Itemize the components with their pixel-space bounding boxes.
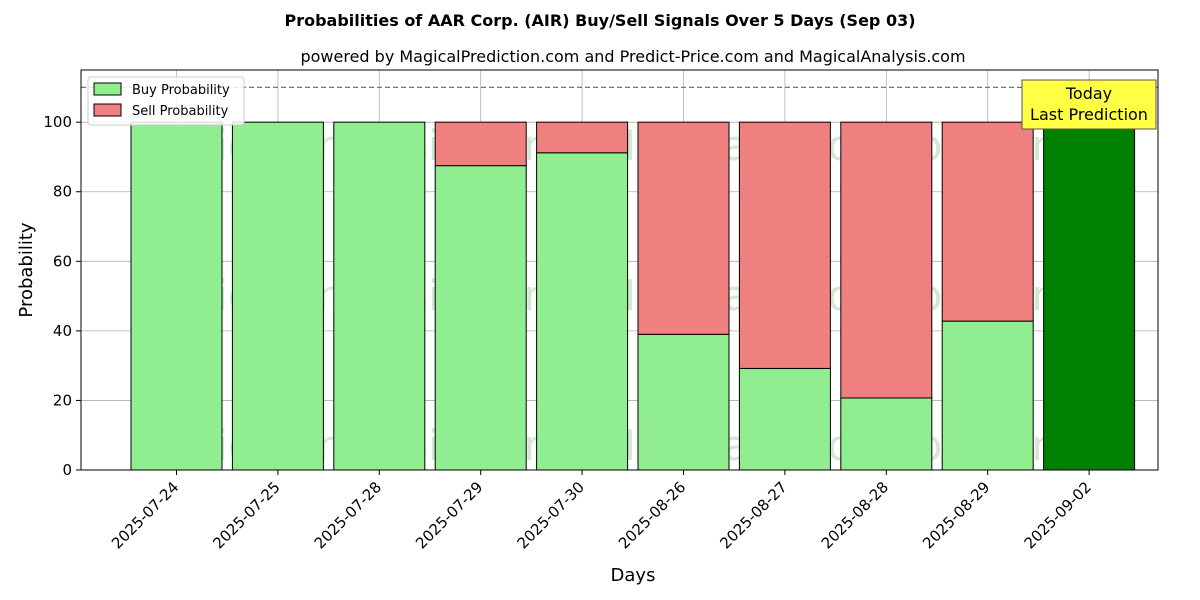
y-axis-ticks: 0 20 40 60 80 100 bbox=[43, 113, 81, 479]
chart-title: Probabilities of AAR Corp. (AIR) Buy/Sel… bbox=[284, 11, 915, 30]
annotation-line-1: Today bbox=[1065, 84, 1112, 103]
bar-buy-2025-08-27 bbox=[738, 367, 831, 471]
y-tick-label: 40 bbox=[53, 322, 72, 340]
bar-buy-2025-09-02 bbox=[1043, 121, 1136, 471]
y-tick-label: 60 bbox=[53, 252, 72, 270]
legend-swatch-sell bbox=[93, 103, 122, 117]
legend: Buy Probability Sell Probability bbox=[87, 76, 245, 126]
bar-sell-2025-08-27 bbox=[738, 121, 831, 369]
bars bbox=[130, 121, 1136, 471]
legend-swatch-buy bbox=[93, 82, 122, 96]
bar-sell-2025-08-28 bbox=[840, 121, 933, 399]
x-axis-label: Days bbox=[611, 565, 656, 586]
y-tick-label: 100 bbox=[43, 113, 72, 131]
bar-buy-2025-07-29 bbox=[434, 165, 527, 471]
x-tick-label: 2025-08-26 bbox=[615, 478, 689, 552]
x-tick-label: 2025-07-24 bbox=[108, 478, 182, 552]
bar-sell-2025-08-29 bbox=[941, 121, 1034, 322]
x-tick-label: 2025-08-27 bbox=[716, 478, 790, 552]
legend-box bbox=[87, 76, 245, 126]
x-tick-label: 2025-07-29 bbox=[412, 478, 486, 552]
x-tick-label: 2025-08-28 bbox=[818, 478, 892, 552]
annotation-line-2: Last Prediction bbox=[1030, 105, 1148, 124]
x-axis-ticks: 2025-07-24 2025-07-25 2025-07-28 2025-07-29… bbox=[108, 470, 1095, 552]
bar-sell-2025-07-30 bbox=[536, 121, 629, 154]
today-annotation: Today Last Prediction bbox=[1021, 79, 1157, 130]
bar-buy-2025-08-26 bbox=[637, 333, 730, 471]
x-tick-label: 2025-07-30 bbox=[514, 478, 588, 552]
legend-label-buy: Buy Probability bbox=[132, 83, 230, 98]
x-tick-label: 2025-07-25 bbox=[209, 478, 283, 552]
y-axis-label: Probability bbox=[16, 222, 37, 317]
bar-buy-2025-07-28 bbox=[333, 121, 426, 471]
annotation-box bbox=[1021, 79, 1157, 130]
x-tick-label: 2025-08-29 bbox=[919, 478, 993, 552]
bar-sell-2025-07-29 bbox=[434, 121, 527, 167]
y-tick-label: 80 bbox=[53, 183, 72, 201]
plot-area-frame bbox=[80, 69, 1159, 471]
x-tick-label: 2025-09-02 bbox=[1021, 478, 1095, 552]
bar-buy-2025-07-25 bbox=[231, 121, 324, 471]
bar-buy-2025-08-29 bbox=[941, 320, 1034, 471]
bar-sell-2025-08-26 bbox=[637, 121, 730, 335]
y-tick-label: 0 bbox=[62, 461, 72, 479]
chart-subtitle: powered by MagicalPrediction.com and Pre… bbox=[300, 47, 965, 66]
bar-buy-2025-07-30 bbox=[536, 152, 629, 471]
bar-buy-2025-07-24 bbox=[130, 121, 223, 471]
x-tick-label: 2025-07-28 bbox=[311, 478, 385, 552]
bar-buy-2025-08-28 bbox=[840, 397, 933, 471]
legend-label-sell: Sell Probability bbox=[132, 104, 229, 119]
y-tick-label: 20 bbox=[53, 391, 72, 409]
